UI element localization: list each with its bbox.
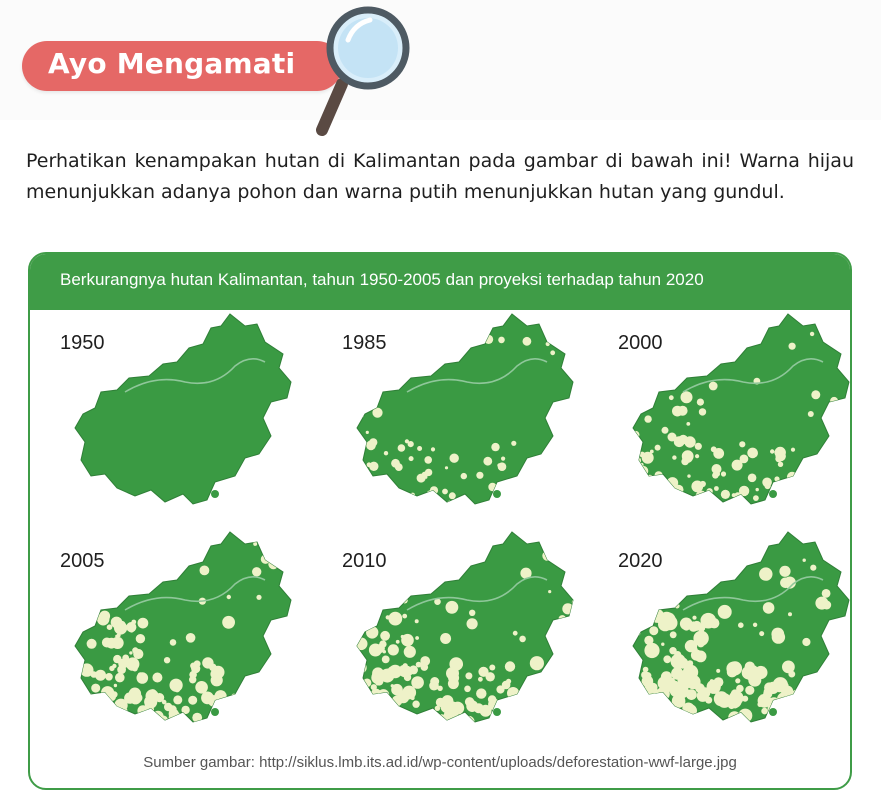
map-2020: 2020 [608,522,850,732]
border-line [124,358,266,393]
border-line [682,576,824,611]
small-island [211,708,219,716]
map-year-label: 2010 [342,550,387,572]
borneo-map-image [356,313,574,505]
borneo-map-image [356,531,574,723]
section-badge: Ayo Mengamati [22,41,342,91]
forest-area [74,313,292,505]
forest-loss-panel: Berkurangnya hutan Kalimantan, tahun 195… [28,252,852,790]
small-island [493,708,501,716]
intro-paragraph: Perhatikan kenampakan hutan di Kalimanta… [26,150,854,203]
map-1985: 1985 [332,304,602,514]
small-island [211,490,219,498]
borneo-map-image [74,313,292,505]
map-year-label: 2020 [618,550,663,572]
panel-title: Berkurangnya hutan Kalimantan, tahun 195… [60,270,704,289]
border-line [124,576,266,611]
border-line [682,358,824,393]
map-year-label: 1985 [342,332,387,354]
border-line [406,576,548,611]
panel-header: Berkurangnya hutan Kalimantan, tahun 195… [30,254,850,310]
forest-area [356,531,574,723]
map-2005: 2005 [50,522,320,732]
borneo-map-image [74,531,292,723]
borneo-map-image [632,531,850,723]
map-2000: 2000 [608,304,850,514]
small-island [493,490,501,498]
small-island [769,490,777,498]
map-year-label: 2000 [618,332,663,354]
map-1950: 1950 [50,304,320,514]
small-island [769,708,777,716]
borneo-map-image [632,313,850,505]
map-year-label: 2005 [60,550,105,572]
image-source-caption: Sumber gambar: http://siklus.lmb.its.ad.… [143,754,737,771]
border-line [406,358,548,393]
map-2010: 2010 [332,522,602,732]
forest-area [632,313,850,505]
map-year-label: 1950 [60,332,105,354]
magnifying-glass-icon [316,6,410,136]
section-badge-label: Ayo Mengamati [48,47,296,80]
